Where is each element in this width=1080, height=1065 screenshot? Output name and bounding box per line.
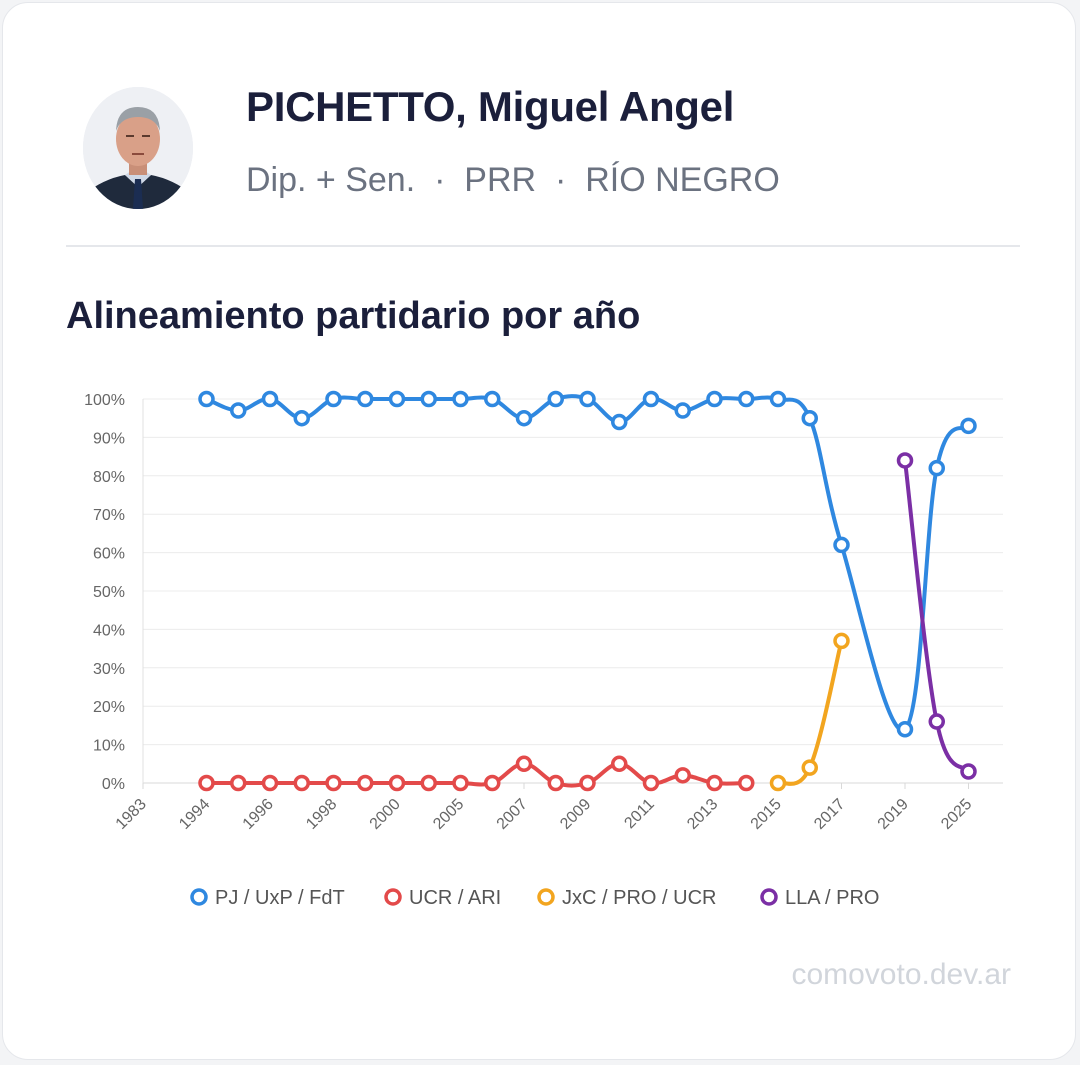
legend-label: LLA / PRO	[785, 887, 880, 909]
x-tick-label: 1983	[113, 796, 150, 833]
data-point	[515, 755, 533, 773]
data-point	[674, 767, 691, 784]
data-point	[833, 632, 850, 650]
y-tick-label: 80%	[93, 469, 125, 486]
y-tick-label: 70%	[93, 507, 125, 524]
data-point	[769, 390, 787, 408]
y-tick-label: 0%	[102, 776, 125, 793]
x-tick-label: 1996	[240, 796, 277, 833]
data-point	[801, 409, 818, 427]
data-point	[357, 390, 374, 408]
series-line	[903, 458, 971, 774]
x-tick-label: 1998	[303, 796, 340, 833]
data-point	[484, 390, 501, 408]
data-point	[674, 402, 691, 419]
party-label: PRR	[464, 161, 537, 199]
province-label: RÍO NEGRO	[585, 161, 780, 199]
legend-label: UCR / ARI	[409, 887, 501, 909]
data-point	[642, 390, 660, 408]
x-tick-label: 2013	[684, 796, 721, 833]
data-point	[293, 409, 310, 427]
y-tick-label: 30%	[93, 661, 125, 678]
legend-marker	[537, 888, 555, 906]
data-point	[198, 390, 215, 408]
data-point	[357, 774, 374, 792]
meta-separator: ·	[555, 161, 567, 199]
data-point	[325, 774, 342, 792]
data-point	[230, 402, 247, 419]
y-tick-label: 90%	[93, 430, 125, 447]
legend-marker	[384, 888, 402, 906]
avatar	[83, 87, 193, 209]
alignment-chart: 0% 10% 20% 30% 40% 50% 60% 70% 80% 90% 100% 1983 199…	[84, 390, 1003, 909]
data-point	[261, 774, 279, 792]
data-point	[611, 755, 628, 773]
y-tick-label: 100%	[84, 392, 125, 409]
data-point	[452, 390, 469, 408]
data-point	[896, 452, 914, 469]
data-point	[420, 390, 437, 408]
x-tick-label: 2019	[875, 796, 912, 833]
data-point	[738, 390, 755, 408]
data-point	[801, 759, 818, 776]
data-point	[896, 720, 914, 738]
data-point	[928, 459, 945, 477]
x-tick-label: 2007	[494, 796, 531, 833]
data-point	[833, 536, 850, 554]
y-tick-label: 20%	[93, 699, 125, 716]
y-tick-label: 60%	[93, 546, 125, 563]
x-tick-label: 2005	[430, 796, 467, 833]
politician-name: PICHETTO, Miguel Angel	[246, 83, 735, 130]
data-point	[738, 774, 755, 792]
data-point	[769, 774, 787, 792]
series-line	[204, 761, 749, 788]
x-tick-label: 2017	[811, 796, 848, 833]
data-point	[515, 409, 533, 427]
portrait-image	[83, 87, 193, 209]
data-point	[611, 413, 628, 431]
data-point	[642, 774, 660, 792]
data-point	[706, 390, 723, 408]
data-point	[293, 774, 310, 792]
x-tick-label: 2015	[748, 796, 785, 833]
data-point	[547, 774, 564, 792]
x-tick-label: 2000	[367, 796, 404, 833]
role-label: Dip. + Sen.	[246, 161, 416, 199]
data-point	[452, 774, 469, 792]
data-point	[230, 774, 247, 792]
data-point	[960, 763, 977, 780]
y-tick-label: 50%	[93, 584, 125, 601]
legend-marker	[190, 888, 208, 906]
footer-credit: comovoto.dev.ar	[791, 958, 1011, 991]
data-point	[960, 417, 977, 435]
data-point	[261, 390, 279, 408]
data-point	[928, 713, 945, 730]
chart-section-title: Alineamiento partidario por año	[66, 295, 641, 337]
legend-label: JxC / PRO / UCR	[562, 887, 716, 909]
divider	[66, 245, 1020, 247]
x-tick-label: 2011	[621, 796, 657, 832]
politician-meta: Dip. + Sen. · PRR · RÍO NEGRO	[246, 161, 780, 200]
legend-label: PJ / UxP / FdT	[215, 887, 345, 909]
data-point	[388, 774, 406, 792]
legend-marker	[760, 888, 778, 906]
series-line	[204, 394, 971, 733]
data-point	[325, 390, 342, 408]
y-tick-label: 10%	[93, 738, 125, 755]
data-point	[484, 774, 501, 792]
x-tick-label: 2025	[938, 796, 975, 833]
data-point	[198, 774, 215, 792]
x-tick-label: 1994	[176, 796, 213, 833]
data-point	[420, 774, 437, 792]
data-point	[706, 774, 723, 792]
data-point	[547, 390, 564, 408]
data-point	[579, 390, 596, 408]
meta-separator: ·	[434, 161, 446, 199]
data-point	[579, 774, 596, 792]
data-point	[388, 390, 406, 408]
y-tick-label: 40%	[93, 622, 125, 639]
x-tick-label: 2009	[557, 796, 594, 833]
